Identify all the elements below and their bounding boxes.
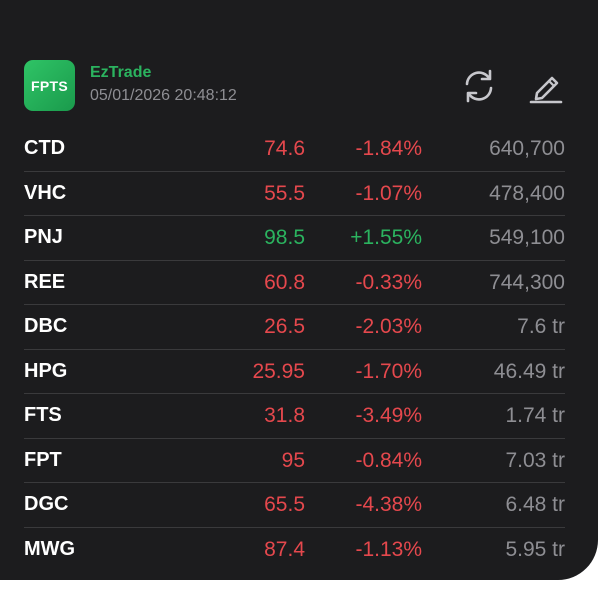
stock-volume: 7.6 tr	[517, 315, 565, 338]
stock-change-percent: -2.03%	[355, 315, 422, 338]
stock-volume: 640,700	[489, 137, 565, 160]
stock-change-percent: -3.49%	[355, 404, 422, 427]
edit-pen-icon	[529, 76, 563, 104]
stock-row[interactable]: REE 60.8 -0.33% 744,300	[24, 261, 565, 305]
stock-change-percent: -1.84%	[355, 137, 422, 160]
stock-price: 26.5	[264, 315, 305, 338]
stock-price: 31.8	[264, 404, 305, 427]
stock-list: CTD 74.6 -1.84% 640,700 VHC 55.5 -1.07% 478,400…	[24, 127, 565, 571]
stock-change-percent: -4.38%	[355, 493, 422, 516]
stock-row[interactable]: HPG 25.95 -1.70% 46.49 tr	[24, 350, 565, 394]
stock-widget[interactable]: FPTS EzTrade 05/01/2026 20:48:12 CTD 74.6…	[0, 0, 598, 580]
stock-price: 98.5	[264, 226, 305, 249]
stock-price: 55.5	[264, 181, 305, 205]
stock-volume: 1.74 tr	[505, 404, 565, 427]
stock-volume: 744,300	[489, 270, 565, 294]
stock-volume: 7.03 tr	[505, 448, 565, 472]
stock-price: 25.95	[252, 359, 305, 383]
stock-price: 87.4	[264, 537, 305, 561]
stock-symbol: REE	[24, 270, 66, 293]
logo-text: FPTS	[31, 77, 68, 94]
stock-symbol: VHC	[24, 181, 67, 204]
stock-row[interactable]: DBC 26.5 -2.03% 7.6 tr	[24, 305, 565, 350]
stock-row[interactable]: MWG 87.4 -1.13% 5.95 tr	[24, 528, 565, 572]
widget-header: FPTS EzTrade 05/01/2026 20:48:12	[24, 60, 570, 112]
stock-row[interactable]: CTD 74.6 -1.84% 640,700	[24, 127, 565, 172]
stock-row[interactable]: FPT 95 -0.84% 7.03 tr	[24, 439, 565, 483]
stock-change-percent: -1.70%	[355, 359, 422, 383]
stock-symbol: DBC	[24, 315, 68, 337]
edit-button[interactable]	[526, 66, 566, 106]
app-name: EzTrade	[90, 64, 152, 81]
stock-row[interactable]: FTS 31.8 -3.49% 1.74 tr	[24, 394, 565, 439]
stock-row[interactable]: VHC 55.5 -1.07% 478,400	[24, 172, 565, 216]
refresh-icon	[465, 69, 493, 103]
stock-row[interactable]: DGC 65.5 -4.38% 6.48 tr	[24, 483, 565, 528]
stock-price: 95	[281, 448, 305, 472]
stock-symbol: FTS	[24, 404, 62, 426]
stock-volume: 549,100	[489, 226, 565, 249]
stock-price: 65.5	[264, 493, 305, 516]
stock-change-percent: +1.55%	[350, 226, 422, 249]
stock-symbol: PNJ	[24, 226, 63, 248]
stock-volume: 478,400	[489, 181, 565, 205]
stock-symbol: MWG	[24, 537, 76, 560]
stock-symbol: DGC	[24, 493, 69, 515]
refresh-button[interactable]	[459, 66, 499, 106]
stock-change-percent: -1.07%	[355, 181, 422, 205]
update-timestamp: 05/01/2026 20:48:12	[90, 87, 237, 104]
stock-volume: 6.48 tr	[505, 493, 565, 516]
stock-price: 74.6	[264, 137, 305, 160]
stock-row[interactable]: PNJ 98.5 +1.55% 549,100	[24, 216, 565, 261]
stock-price: 60.8	[264, 270, 305, 294]
stock-volume: 5.95 tr	[505, 537, 565, 561]
app-logo: FPTS	[24, 60, 75, 111]
stock-symbol: CTD	[24, 137, 66, 159]
stock-change-percent: -1.13%	[355, 537, 422, 561]
stock-change-percent: -0.84%	[355, 448, 422, 472]
stock-change-percent: -0.33%	[355, 270, 422, 294]
stock-volume: 46.49 tr	[493, 359, 565, 383]
stock-symbol: FPT	[24, 448, 62, 471]
stock-symbol: HPG	[24, 359, 68, 382]
